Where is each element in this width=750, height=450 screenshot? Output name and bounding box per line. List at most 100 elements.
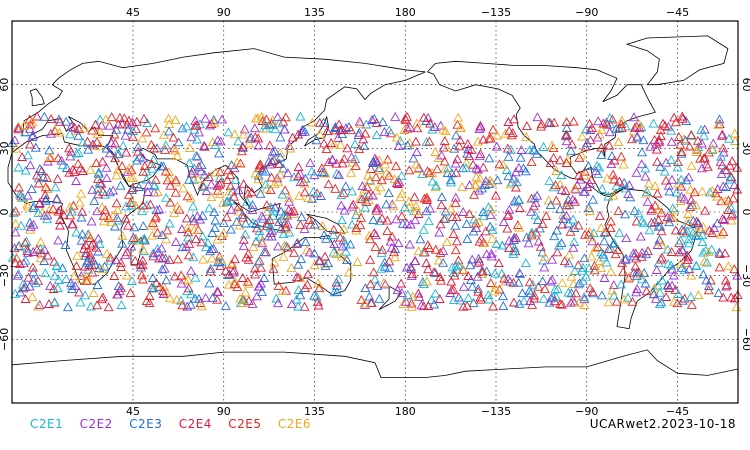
observation-marker bbox=[465, 260, 476, 270]
observation-marker bbox=[97, 264, 108, 274]
observation-marker bbox=[274, 216, 285, 226]
observation-marker bbox=[361, 196, 372, 206]
observation-marker bbox=[206, 244, 217, 253]
observation-marker bbox=[282, 168, 293, 178]
observation-marker bbox=[557, 219, 568, 229]
observation-marker bbox=[261, 114, 272, 124]
observation-marker bbox=[501, 164, 512, 174]
observation-marker bbox=[240, 218, 251, 228]
observation-marker bbox=[568, 242, 579, 252]
observation-marker bbox=[611, 180, 622, 190]
observation-marker bbox=[413, 246, 424, 256]
observation-marker bbox=[170, 145, 181, 155]
observation-marker bbox=[281, 241, 292, 251]
observation-marker bbox=[359, 298, 370, 308]
observation-marker bbox=[152, 227, 163, 237]
observation-marker bbox=[714, 114, 725, 124]
observation-marker bbox=[223, 127, 234, 137]
observation-marker bbox=[233, 206, 244, 216]
observation-marker bbox=[539, 262, 550, 272]
observation-marker bbox=[662, 279, 673, 289]
observation-marker bbox=[445, 203, 456, 213]
observation-marker bbox=[596, 142, 607, 152]
observation-marker bbox=[351, 210, 361, 220]
observation-marker bbox=[620, 121, 631, 131]
lon-tick-label-top: 90 bbox=[217, 6, 231, 19]
observation-marker bbox=[628, 248, 639, 258]
observation-marker bbox=[146, 158, 157, 168]
observation-marker bbox=[296, 212, 307, 222]
observation-marker bbox=[207, 292, 218, 302]
lon-tick-label-top: 45 bbox=[126, 6, 140, 19]
observation-marker bbox=[587, 123, 598, 133]
observation-marker bbox=[599, 236, 610, 246]
observation-marker bbox=[260, 166, 271, 176]
observation-marker bbox=[293, 129, 304, 139]
observation-marker bbox=[84, 230, 95, 240]
observation-marker bbox=[322, 126, 333, 136]
observation-marker bbox=[462, 234, 473, 244]
lat-tick-label-left: 60 bbox=[0, 78, 11, 92]
observation-marker bbox=[498, 291, 508, 301]
observation-marker bbox=[566, 271, 577, 281]
observation-marker bbox=[35, 253, 46, 263]
observation-marker bbox=[238, 129, 249, 139]
observation-marker bbox=[432, 164, 443, 174]
observation-marker bbox=[77, 166, 88, 175]
observation-marker bbox=[20, 294, 31, 303]
observation-marker bbox=[146, 282, 157, 292]
observation-marker bbox=[27, 131, 38, 141]
observation-marker bbox=[46, 114, 57, 124]
observation-marker bbox=[10, 258, 21, 268]
observation-marker bbox=[147, 273, 158, 282]
observation-marker bbox=[125, 287, 136, 297]
observation-marker bbox=[700, 245, 711, 255]
observation-marker bbox=[496, 268, 507, 278]
observation-marker bbox=[594, 162, 605, 172]
observation-marker bbox=[226, 259, 237, 269]
observation-marker bbox=[514, 298, 525, 308]
observation-marker bbox=[683, 215, 694, 225]
observation-marker bbox=[346, 125, 356, 135]
observation-marker bbox=[575, 174, 586, 184]
observation-marker bbox=[400, 115, 411, 125]
observation-marker bbox=[13, 162, 24, 172]
observation-marker bbox=[577, 265, 588, 275]
observation-marker bbox=[686, 160, 697, 170]
observation-marker bbox=[582, 181, 593, 191]
observation-marker bbox=[557, 299, 567, 309]
observation-marker bbox=[150, 174, 161, 184]
observation-marker bbox=[235, 293, 246, 303]
observation-marker bbox=[337, 158, 348, 168]
observation-marker bbox=[273, 298, 283, 308]
observation-marker bbox=[505, 179, 516, 189]
observation-marker bbox=[541, 211, 552, 221]
observation-marker bbox=[93, 189, 104, 199]
observation-marker bbox=[590, 166, 601, 176]
observation-marker bbox=[520, 258, 531, 268]
observation-marker bbox=[76, 188, 87, 198]
observation-marker bbox=[191, 234, 201, 244]
observation-marker bbox=[195, 214, 206, 224]
observation-marker bbox=[157, 264, 168, 274]
observation-marker bbox=[40, 268, 51, 278]
observation-marker bbox=[430, 267, 441, 277]
observation-marker bbox=[580, 186, 591, 196]
observation-marker bbox=[573, 220, 584, 230]
observation-marker bbox=[586, 251, 597, 261]
observation-marker bbox=[86, 240, 97, 250]
observation-marker bbox=[123, 220, 134, 230]
observation-marker bbox=[638, 135, 649, 145]
observation-marker bbox=[517, 288, 528, 298]
observation-marker bbox=[509, 243, 520, 253]
observation-marker bbox=[698, 130, 709, 140]
observation-marker bbox=[500, 128, 511, 138]
observation-marker bbox=[623, 188, 634, 198]
observation-marker bbox=[603, 297, 614, 307]
observation-marker bbox=[151, 211, 161, 221]
observation-marker bbox=[53, 206, 64, 216]
observation-marker bbox=[164, 293, 175, 303]
observation-marker bbox=[562, 154, 573, 164]
observation-marker bbox=[707, 228, 718, 237]
observation-marker bbox=[74, 287, 85, 297]
